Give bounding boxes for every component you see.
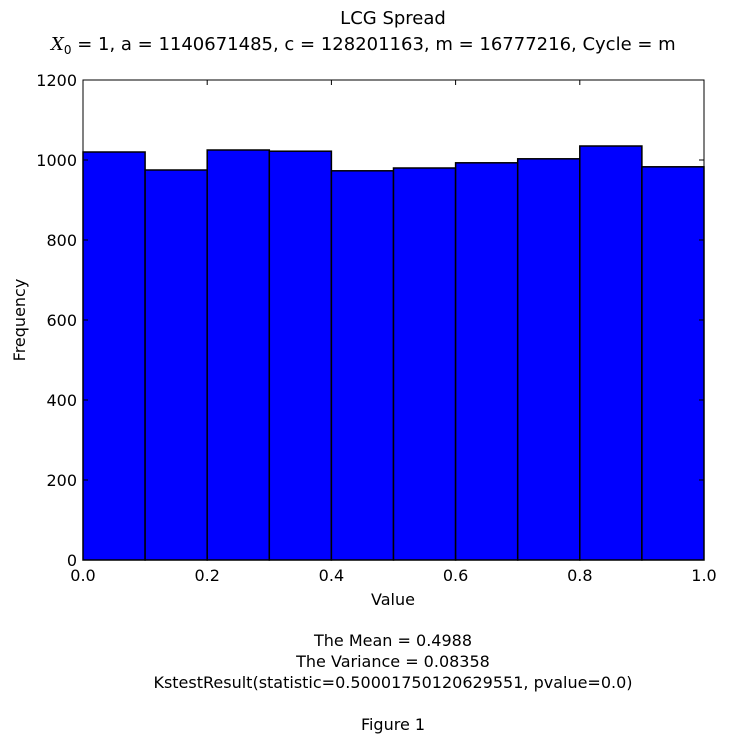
subtitle-symbol: X [49, 34, 65, 55]
x-tick-label: 0.2 [194, 566, 219, 585]
y-axis-ticks: 0 200 400 600 800 1000 1200 [36, 71, 704, 570]
x-tick-label: 1.0 [691, 566, 716, 585]
variance-annotation: The Variance = 0.08358 [295, 652, 490, 671]
figure-label: Figure 1 [361, 715, 425, 734]
y-tick-label: 800 [46, 231, 77, 250]
x-tick-label: 0.0 [70, 566, 95, 585]
histogram-bar [144, 169, 208, 561]
histogram-bar [516, 158, 581, 561]
chart-title: LCG Spread [340, 8, 446, 29]
histogram-bar [641, 166, 705, 561]
y-tick-label: 1200 [36, 71, 77, 90]
histogram-bar [392, 167, 457, 561]
histogram-bar [330, 170, 395, 561]
y-tick-label: 1000 [36, 151, 77, 170]
y-tick-label: 200 [46, 471, 77, 490]
histogram-bars [82, 145, 705, 561]
x-axis-ticks: 0.0 0.2 0.4 0.6 0.8 1.0 [70, 80, 717, 585]
x-axis-label: Value [371, 590, 415, 609]
x-tick-label: 0.4 [319, 566, 344, 585]
histogram-bar [206, 149, 271, 561]
chart-subtitle: X0 = 1, a = 1140671485, c = 128201163, m… [49, 34, 676, 57]
subtitle-subscript: 0 [64, 43, 72, 57]
y-tick-label: 600 [46, 311, 77, 330]
y-tick-label: 0 [67, 551, 77, 570]
y-axis-label: Frequency [10, 279, 29, 362]
kstest-annotation: KstestResult(statistic=0.500017501206295… [153, 673, 632, 692]
histogram-bar [579, 145, 643, 561]
x-tick-label: 0.6 [443, 566, 468, 585]
subtitle-text: = 1, a = 1140671485, c = 128201163, m = … [71, 34, 675, 55]
histogram-bar [82, 151, 146, 561]
x-tick-label: 0.8 [567, 566, 592, 585]
histogram-bar [454, 162, 519, 561]
y-tick-label: 400 [46, 391, 77, 410]
histogram-bar [268, 150, 333, 561]
mean-annotation: The Mean = 0.4988 [313, 631, 472, 650]
